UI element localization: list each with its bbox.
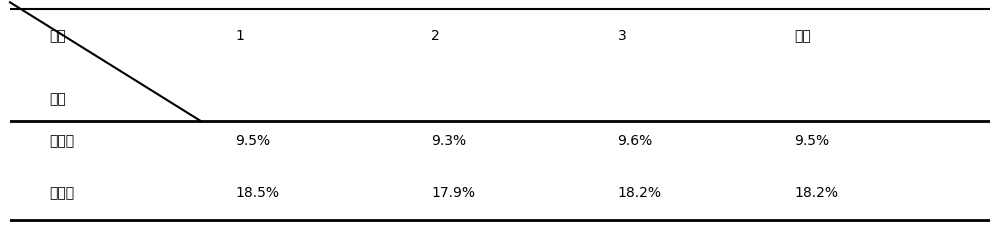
Text: 9.5%: 9.5% xyxy=(794,134,829,148)
Text: 样品: 样品 xyxy=(49,92,66,106)
Text: 17.9%: 17.9% xyxy=(431,186,475,200)
Text: 9.6%: 9.6% xyxy=(618,134,653,148)
Text: 3: 3 xyxy=(618,29,626,43)
Text: 平均: 平均 xyxy=(794,29,811,43)
Text: 18.5%: 18.5% xyxy=(235,186,279,200)
Text: 18.2%: 18.2% xyxy=(618,186,662,200)
Text: 9.5%: 9.5% xyxy=(235,134,271,148)
Text: 2: 2 xyxy=(431,29,440,43)
Text: 发酵后: 发酵后 xyxy=(49,186,74,200)
Text: 9.3%: 9.3% xyxy=(431,134,467,148)
Text: 1: 1 xyxy=(235,29,244,43)
Text: 18.2%: 18.2% xyxy=(794,186,838,200)
Text: 编号: 编号 xyxy=(49,29,66,43)
Text: 发酵前: 发酵前 xyxy=(49,134,74,148)
